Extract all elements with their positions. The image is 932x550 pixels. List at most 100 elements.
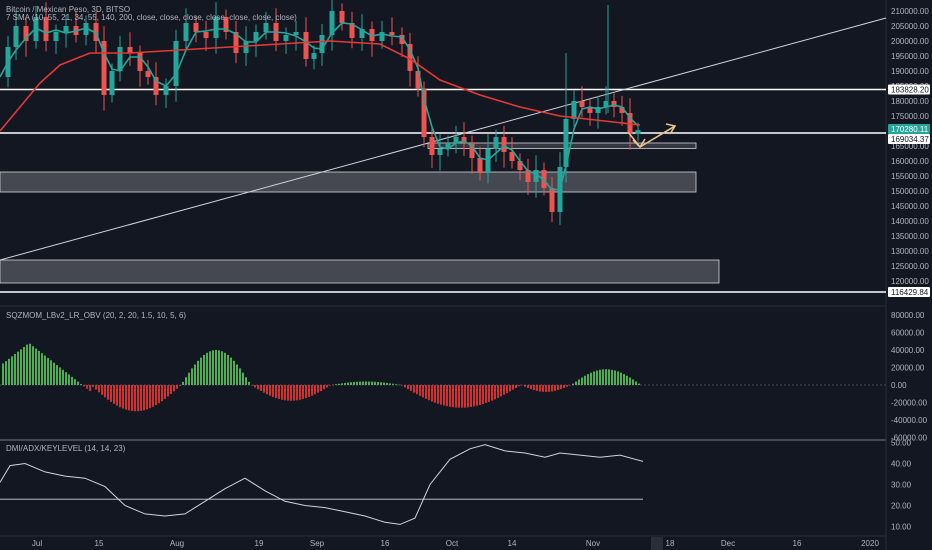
momentum-bar bbox=[614, 370, 616, 385]
momentum-bar bbox=[104, 385, 106, 398]
momentum-bar bbox=[515, 385, 517, 388]
candle bbox=[83, 15, 89, 46]
candle-body bbox=[43, 17, 49, 41]
momentum-bar bbox=[89, 385, 91, 392]
candle-body bbox=[407, 44, 413, 71]
momentum-bar bbox=[554, 385, 556, 391]
momentum-bar bbox=[278, 385, 280, 400]
momentum-bar bbox=[134, 385, 136, 412]
momentum-bar bbox=[374, 381, 376, 385]
momentum-bar bbox=[170, 385, 172, 394]
momentum-bar bbox=[572, 383, 574, 385]
sqz-tick-label: 20000.00 bbox=[891, 364, 925, 373]
momentum-histogram bbox=[2, 343, 640, 412]
candle-body bbox=[101, 41, 107, 95]
candle bbox=[43, 2, 49, 52]
momentum-bar bbox=[44, 355, 46, 385]
momentum-bar bbox=[182, 381, 184, 385]
momentum-bar bbox=[563, 385, 565, 388]
projection-arrowhead bbox=[665, 123, 677, 135]
momentum-bar bbox=[611, 369, 613, 385]
momentum-bar bbox=[128, 385, 130, 411]
momentum-bar bbox=[176, 385, 178, 389]
candle bbox=[63, 14, 69, 48]
candle-body bbox=[153, 77, 159, 95]
momentum-bar bbox=[53, 362, 55, 385]
momentum-bar bbox=[584, 375, 586, 385]
momentum-bar bbox=[587, 374, 589, 385]
momentum-bar bbox=[293, 385, 295, 401]
momentum-bar bbox=[197, 360, 199, 385]
momentum-bar bbox=[164, 385, 166, 399]
momentum-bar bbox=[620, 372, 622, 385]
slow-ma-line bbox=[0, 40, 641, 132]
price-tick-label: 200000.00 bbox=[891, 37, 929, 46]
candle-body bbox=[193, 23, 199, 32]
momentum-bar bbox=[533, 385, 535, 391]
candle bbox=[183, 8, 189, 49]
time-axis-label: 16 bbox=[793, 539, 802, 548]
candle-body bbox=[203, 32, 209, 38]
dmi-tick-label: 50.00 bbox=[891, 439, 912, 448]
price-tick-label: 150000.00 bbox=[891, 187, 929, 196]
candle-body bbox=[263, 23, 269, 32]
candle bbox=[101, 26, 107, 111]
momentum-bar bbox=[272, 385, 274, 397]
momentum-bar bbox=[233, 360, 235, 385]
momentum-bar bbox=[593, 371, 595, 385]
candle-body bbox=[223, 17, 229, 32]
momentum-bar bbox=[395, 384, 397, 385]
momentum-bar bbox=[14, 354, 16, 385]
momentum-bar bbox=[377, 381, 379, 385]
momentum-bar bbox=[83, 385, 85, 387]
momentum-bar bbox=[185, 377, 187, 385]
candle-body bbox=[421, 89, 427, 137]
momentum-bar bbox=[188, 372, 190, 385]
candle bbox=[493, 129, 499, 162]
momentum-bar bbox=[485, 385, 487, 404]
candle-body bbox=[619, 107, 625, 113]
candle bbox=[533, 155, 539, 198]
momentum-bar bbox=[47, 357, 49, 385]
momentum-bar bbox=[347, 382, 349, 385]
candle bbox=[117, 35, 123, 82]
momentum-bar bbox=[557, 385, 559, 391]
momentum-bar bbox=[338, 383, 340, 385]
price-tick-label: 125000.00 bbox=[891, 262, 929, 271]
candle-body bbox=[389, 32, 395, 35]
momentum-bar bbox=[410, 385, 412, 391]
time-axis-label: Jul bbox=[32, 539, 42, 548]
momentum-bar bbox=[119, 385, 121, 408]
momentum-bar bbox=[161, 385, 163, 402]
momentum-bar bbox=[431, 385, 433, 402]
candle bbox=[163, 78, 169, 108]
candle bbox=[415, 56, 421, 97]
candle bbox=[213, 2, 219, 54]
momentum-bar bbox=[524, 385, 526, 387]
candle bbox=[145, 59, 151, 85]
momentum-bar bbox=[635, 381, 637, 385]
momentum-bar bbox=[68, 374, 70, 385]
candle-body bbox=[369, 29, 375, 41]
momentum-bar bbox=[101, 385, 103, 395]
candle bbox=[359, 14, 365, 51]
candle bbox=[421, 81, 427, 148]
candle-body bbox=[109, 71, 115, 95]
momentum-bar bbox=[8, 358, 10, 385]
momentum-bar bbox=[365, 381, 367, 385]
momentum-bar bbox=[23, 346, 25, 385]
momentum-bar bbox=[140, 385, 142, 411]
candle bbox=[13, 11, 19, 60]
momentum-bar bbox=[74, 379, 76, 385]
dmi-tick-label: 20.00 bbox=[891, 502, 912, 511]
momentum-bar bbox=[254, 385, 256, 388]
candle-body bbox=[571, 101, 577, 119]
candle bbox=[253, 24, 259, 57]
momentum-bar bbox=[86, 385, 88, 389]
momentum-bar bbox=[209, 351, 211, 385]
momentum-bar bbox=[419, 385, 421, 396]
sqz-tick-label: -40000.00 bbox=[891, 416, 928, 425]
candle bbox=[429, 125, 435, 168]
time-axis-label: Dec bbox=[721, 539, 735, 548]
